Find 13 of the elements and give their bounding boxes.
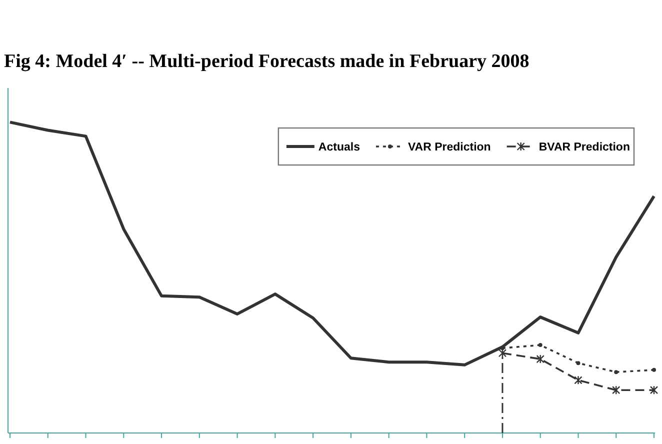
point: [614, 370, 618, 374]
legend-label: VAR Prediction: [408, 142, 491, 154]
point: [652, 368, 656, 372]
point: [612, 386, 620, 395]
point: [536, 354, 544, 364]
legend-label: Actuals: [318, 142, 360, 154]
chart-title: Fig 4: Model 4′ -- Multi-period Forecasts made in February 2008: [4, 51, 530, 72]
legend-label: BVAR Prediction: [538, 142, 630, 154]
point: [538, 343, 542, 348]
point: [498, 348, 507, 358]
point: [650, 386, 658, 395]
point: [576, 361, 580, 366]
point: [574, 376, 582, 385]
